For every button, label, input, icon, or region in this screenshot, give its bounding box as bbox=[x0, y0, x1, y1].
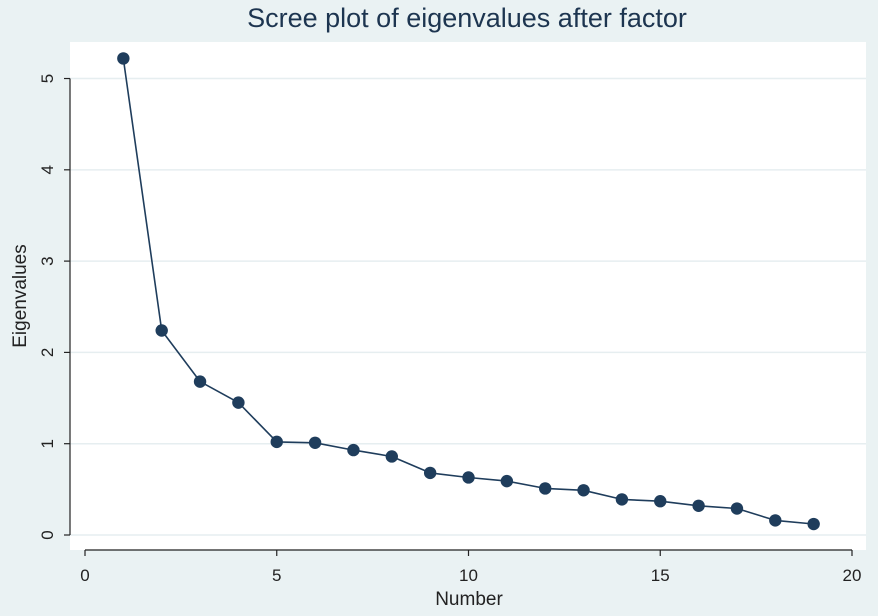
marker-layer bbox=[117, 52, 820, 531]
plot-area bbox=[70, 42, 866, 550]
axis-layer: 0 1 2 3 4 5 0 5 10 15 20 bbox=[38, 74, 862, 585]
data-point-14 bbox=[615, 493, 629, 506]
data-point-12 bbox=[539, 482, 552, 495]
data-point-8 bbox=[385, 450, 398, 463]
data-point-15 bbox=[654, 495, 667, 508]
x-axis-title: Number bbox=[435, 589, 503, 610]
y-tick-label-3: 3 bbox=[38, 256, 57, 265]
data-point-5 bbox=[270, 435, 283, 449]
x-tick-label-15: 15 bbox=[651, 566, 670, 585]
chart-title: Scree plot of eigenvalues after factor bbox=[247, 3, 687, 33]
data-point-11 bbox=[500, 474, 514, 488]
data-point-4 bbox=[232, 396, 245, 409]
y-tick-label-4: 4 bbox=[38, 165, 57, 174]
data-point-13 bbox=[577, 484, 590, 497]
y-axis-title: Eigenvalues bbox=[10, 244, 31, 348]
data-point-2 bbox=[155, 324, 168, 337]
x-tick-label-10: 10 bbox=[459, 566, 478, 585]
x-tick-label-5: 5 bbox=[272, 566, 281, 585]
data-point-16 bbox=[692, 499, 705, 512]
data-point-9 bbox=[423, 466, 437, 480]
y-tick-label-2: 2 bbox=[38, 348, 57, 357]
grid-layer bbox=[70, 77, 866, 536]
data-point-18 bbox=[769, 514, 782, 527]
y-tick-label-5: 5 bbox=[38, 74, 57, 83]
data-point-6 bbox=[308, 436, 322, 449]
data-point-10 bbox=[462, 471, 475, 484]
data-point-1 bbox=[117, 52, 130, 65]
y-tick-label-1: 1 bbox=[38, 439, 57, 448]
y-tick-label-0: 0 bbox=[38, 530, 57, 539]
x-tick-label-20: 20 bbox=[843, 566, 862, 585]
data-point-3 bbox=[193, 375, 207, 388]
data-point-7 bbox=[347, 443, 360, 457]
data-point-17 bbox=[730, 502, 744, 515]
data-point-19 bbox=[807, 517, 820, 531]
x-tick-label-0: 0 bbox=[80, 566, 89, 585]
